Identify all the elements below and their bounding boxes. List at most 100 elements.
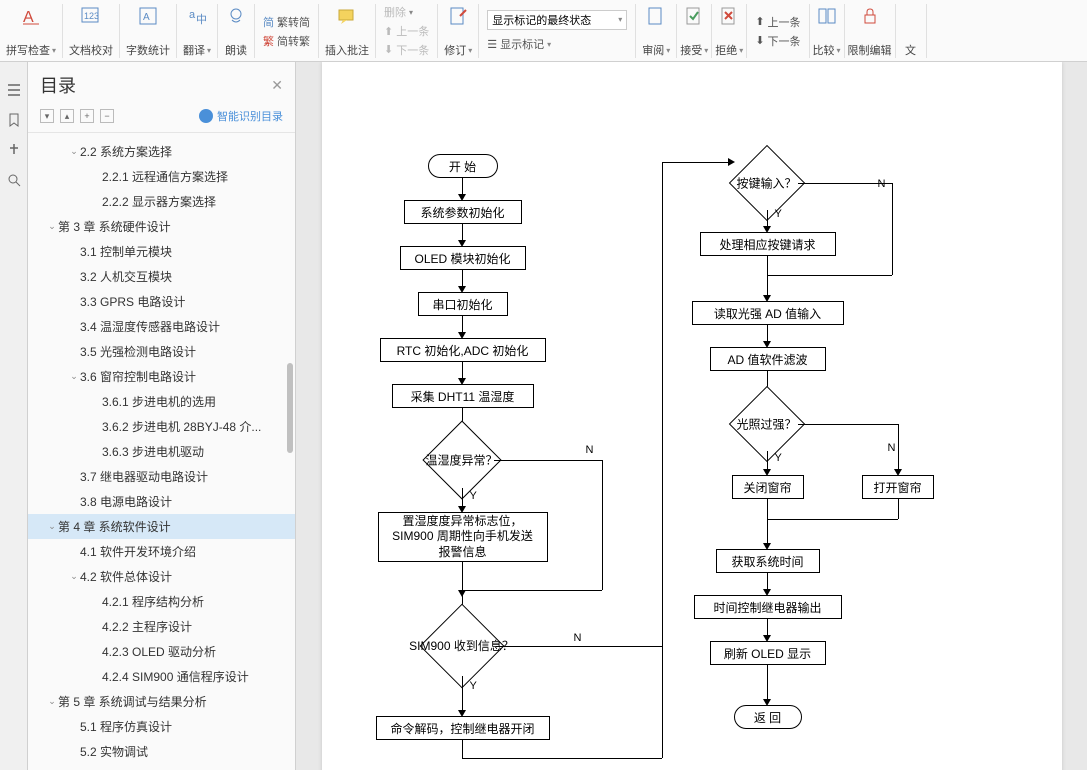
level-down-button[interactable]: −: [100, 109, 114, 123]
smart-icon: [199, 109, 213, 123]
review-pane-button[interactable]: 审阅▾: [636, 4, 677, 58]
toc-expand-icon[interactable]: ⌄: [46, 221, 58, 232]
attachment-rail-icon[interactable]: [6, 142, 22, 158]
fc-d3: 按键输入？: [740, 156, 794, 210]
fc-n3: 串口初始化: [418, 292, 508, 316]
accept-button[interactable]: 接受▾: [677, 4, 712, 58]
level-up-button[interactable]: +: [80, 109, 94, 123]
scrollbar-thumb[interactable]: [287, 363, 293, 453]
fc-n12: 获取系统时间: [716, 549, 820, 573]
accept-icon: [682, 4, 706, 28]
insert-comment-button[interactable]: 插入批注: [319, 4, 376, 58]
fc-n7: 命令解码，控制继电器开闭: [376, 716, 550, 740]
toc-item[interactable]: 3.6.1 步进电机的选用: [28, 389, 295, 414]
toc-item[interactable]: 4.2.1 程序结构分析: [28, 589, 295, 614]
toc-item[interactable]: 3.1 控制单元模块: [28, 239, 295, 264]
trad-to-simp-button[interactable]: 简 繁转简: [263, 13, 310, 30]
fc-d1: 温湿度异常？: [434, 432, 490, 488]
toc-item-label: 5.1 程序仿真设计: [80, 718, 172, 735]
toc-item[interactable]: 4.2.2 主程序设计: [28, 614, 295, 639]
toc-item[interactable]: 5.2 实物调试: [28, 739, 295, 764]
doc-proof-icon: 123: [79, 4, 103, 28]
fc-d2: SIM900 收到信息？: [432, 616, 492, 676]
search-rail-icon[interactable]: [6, 172, 22, 188]
toc-expand-icon[interactable]: ⌄: [46, 521, 58, 532]
toc-item-label: 5.2 实物调试: [80, 743, 148, 760]
restrict-edit-button[interactable]: 限制编辑: [845, 4, 896, 58]
toc-item[interactable]: 4.2.3 OLED 驱动分析: [28, 639, 295, 664]
toc-item[interactable]: 结论: [28, 764, 295, 770]
fc-n4: RTC 初始化,ADC 初始化: [380, 338, 546, 362]
compare-button[interactable]: 比较▾: [810, 4, 845, 58]
document-area: 开 始 系统参数初始化 OLED 模块初始化 串口初始化 RTC 初始化,ADC…: [296, 62, 1087, 770]
toc-title: 目录: [40, 72, 76, 98]
toc-item[interactable]: ⌄4.2 软件总体设计: [28, 564, 295, 589]
toc-item[interactable]: 3.3 GPRS 电路设计: [28, 289, 295, 314]
toc-item-label: 3.3 GPRS 电路设计: [80, 293, 185, 310]
reject-button[interactable]: 拒绝▾: [712, 4, 747, 58]
next-comment-button: ⬇ 下一条: [384, 41, 429, 58]
toc-item[interactable]: ⌄第 5 章 系统调试与结果分析: [28, 689, 295, 714]
toc-item[interactable]: 4.2.4 SIM900 通信程序设计: [28, 664, 295, 689]
toc-expand-icon[interactable]: ⌄: [46, 696, 58, 707]
fc-n9: 读取光强 AD 值输入: [692, 301, 844, 325]
toc-item[interactable]: 2.2.1 远程通信方案选择: [28, 164, 295, 189]
toc-item-label: 3.4 温湿度传感器电路设计: [80, 318, 220, 335]
toc-item[interactable]: 3.6.2 步进电机 28BYJ-48 介...: [28, 414, 295, 439]
show-marks-button[interactable]: ☰ 显示标记▾: [487, 36, 627, 53]
toc-expand-icon[interactable]: ⌄: [68, 371, 80, 382]
fc-n10: AD 值软件滤波: [710, 347, 826, 371]
toc-item[interactable]: ⌄第 4 章 系统软件设计: [28, 514, 295, 539]
close-sidebar-button[interactable]: ✕: [271, 77, 283, 94]
expand-all-button[interactable]: ▴: [60, 109, 74, 123]
spell-check-button[interactable]: A 拼写检查▾: [0, 4, 63, 58]
toc-item[interactable]: 3.2 人机交互模块: [28, 264, 295, 289]
toc-expand-icon[interactable]: ⌄: [68, 571, 80, 582]
toc-item[interactable]: 5.1 程序仿真设计: [28, 714, 295, 739]
word-count-button[interactable]: A 字数统计: [120, 4, 177, 58]
comment-icon: [335, 4, 359, 28]
svg-text:123: 123: [84, 11, 99, 21]
toc-list: ⌄2.2 系统方案选择2.2.1 远程通信方案选择2.2.2 显示器方案选择⌄第…: [28, 133, 295, 770]
track-display-dropdown[interactable]: 显示标记的最终状态▾: [487, 10, 627, 30]
fc-n14: 刷新 OLED 显示: [710, 641, 826, 665]
toc-item[interactable]: 4.1 软件开发环境介绍: [28, 539, 295, 564]
fc-n11b: 打开窗帘: [862, 475, 934, 499]
revise-button[interactable]: 修订▾: [438, 4, 479, 58]
svg-text:a: a: [189, 9, 196, 21]
prev-change-button[interactable]: ⬆ 上一条: [755, 13, 800, 30]
smart-toc-button[interactable]: 智能识别目录: [199, 108, 283, 124]
toc-item-label: 4.2.4 SIM900 通信程序设计: [102, 668, 249, 685]
toc-item[interactable]: ⌄2.2 系统方案选择: [28, 139, 295, 164]
next-change-button[interactable]: ⬇ 下一条: [755, 32, 800, 49]
fc-n13: 时间控制继电器输出: [694, 595, 842, 619]
toc-item[interactable]: 3.5 光强检测电路设计: [28, 339, 295, 364]
toc-expand-icon[interactable]: ⌄: [68, 146, 80, 157]
toc-item[interactable]: 3.7 继电器驱动电路设计: [28, 464, 295, 489]
read-aloud-button[interactable]: 朗读: [218, 4, 255, 58]
collapse-all-button[interactable]: ▾: [40, 109, 54, 123]
translate-icon: a中: [185, 4, 209, 28]
doc-proof-button[interactable]: 123 文档校对: [63, 4, 120, 58]
toc-item-label: 2.2 系统方案选择: [80, 143, 172, 160]
left-rail: [0, 62, 28, 770]
text-button[interactable]: 文: [896, 4, 927, 58]
fc-n1: 系统参数初始化: [404, 200, 522, 224]
toc-item-label: 3.6.2 步进电机 28BYJ-48 介...: [102, 418, 261, 435]
simp-to-trad-button[interactable]: 繁 简转繁: [263, 32, 310, 49]
toc-item[interactable]: ⌄3.6 窗帘控制电路设计: [28, 364, 295, 389]
translate-button[interactable]: a中 翻译▾: [177, 4, 218, 58]
toc-item[interactable]: 3.4 温湿度传感器电路设计: [28, 314, 295, 339]
toc-item[interactable]: 3.6.3 步进电机驱动: [28, 439, 295, 464]
toc-item-label: 4.2.2 主程序设计: [102, 618, 192, 635]
svg-text:A: A: [143, 12, 150, 23]
toc-item[interactable]: 3.8 电源电路设计: [28, 489, 295, 514]
bookmark-rail-icon[interactable]: [6, 112, 22, 128]
toc-item-label: 3.6 窗帘控制电路设计: [80, 368, 196, 385]
fc-n5: 采集 DHT11 温湿度: [392, 384, 534, 408]
svg-text:中: 中: [196, 13, 207, 26]
toc-item[interactable]: ⌄第 3 章 系统硬件设计: [28, 214, 295, 239]
toc-rail-icon[interactable]: [6, 82, 22, 98]
toc-item[interactable]: 2.2.2 显示器方案选择: [28, 189, 295, 214]
delete-comment-button: 删除▾: [384, 4, 429, 21]
